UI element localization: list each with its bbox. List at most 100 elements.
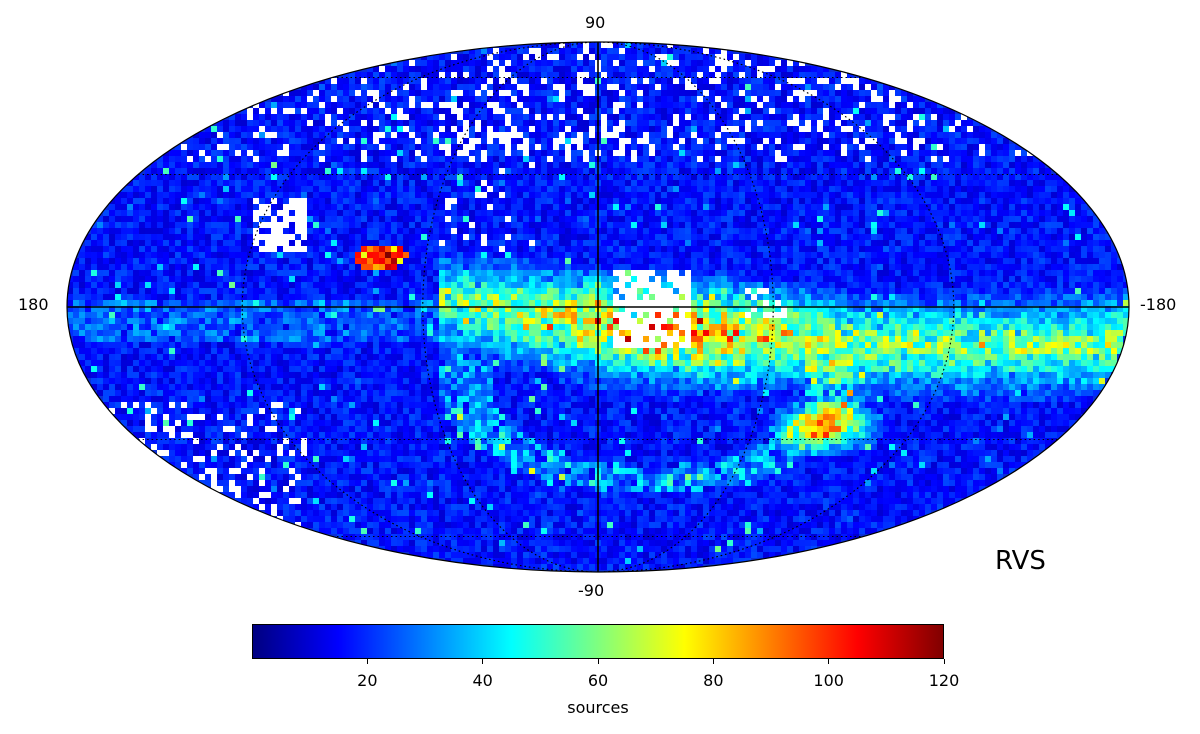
density-pixel: [775, 228, 781, 234]
density-pixel: [829, 186, 835, 192]
density-pixel: [925, 252, 931, 258]
density-pixel: [961, 234, 967, 240]
density-pixel: [895, 168, 901, 174]
density-pixel: [469, 132, 475, 138]
density-pixel: [469, 156, 475, 162]
density-pixel: [283, 168, 289, 174]
density-pixel: [259, 102, 265, 108]
density-pixel: [847, 120, 853, 126]
density-pixel: [673, 78, 679, 84]
density-pixel: [811, 96, 817, 102]
density-pixel: [715, 48, 721, 54]
density-pixel: [283, 246, 289, 252]
density-pixel: [385, 78, 391, 84]
density-pixel: [133, 204, 139, 210]
density-pixel: [1045, 210, 1051, 216]
density-pixel: [745, 234, 751, 240]
density-pixel: [883, 234, 889, 240]
density-pixel: [1093, 216, 1099, 222]
density-pixel: [607, 48, 613, 54]
density-pixel: [799, 102, 805, 108]
density-pixel: [187, 228, 193, 234]
density-pixel: [1009, 168, 1015, 174]
density-pixel: [301, 246, 307, 252]
density-pixel: [373, 246, 379, 252]
density-pixel: [517, 144, 523, 150]
density-pixel: [733, 72, 739, 78]
density-pixel: [991, 240, 997, 246]
density-pixel: [733, 174, 739, 180]
density-pixel: [91, 264, 97, 270]
density-pixel: [277, 120, 283, 126]
density-pixel: [943, 174, 949, 180]
density-pixel: [505, 204, 511, 210]
density-pixel: [985, 150, 991, 156]
density-pixel: [751, 108, 757, 114]
density-pixel: [763, 246, 769, 252]
density-pixel: [553, 72, 559, 78]
density-pixel: [751, 60, 757, 66]
density-pixel: [691, 180, 697, 186]
density-pixel: [661, 126, 667, 132]
density-pixel: [541, 252, 547, 258]
density-pixel: [985, 204, 991, 210]
density-pixel: [625, 138, 631, 144]
density-pixel: [727, 174, 733, 180]
density-pixel: [835, 120, 841, 126]
density-pixel: [775, 66, 781, 72]
density-pixel: [343, 84, 349, 90]
density-pixel: [511, 192, 517, 198]
density-pixel: [985, 144, 991, 150]
density-pixel: [445, 228, 451, 234]
density-pixel: [967, 156, 973, 162]
density-pixel: [811, 240, 817, 246]
density-pixel: [475, 132, 481, 138]
density-pixel: [385, 246, 391, 252]
density-pixel: [511, 246, 517, 252]
density-pixel: [301, 96, 307, 102]
density-pixel: [319, 90, 325, 96]
density-pixel: [781, 180, 787, 186]
density-pixel: [649, 90, 655, 96]
density-pixel: [361, 72, 367, 78]
density-pixel: [289, 144, 295, 150]
density-pixel: [343, 156, 349, 162]
density-pixel: [565, 60, 571, 66]
density-pixel: [847, 246, 853, 252]
density-pixel: [283, 192, 289, 198]
density-pixel: [763, 264, 769, 270]
density-pixel: [811, 150, 817, 156]
density-pixel: [571, 108, 577, 114]
density-pixel: [283, 114, 289, 120]
density-pixel: [163, 168, 169, 174]
density-pixel: [421, 240, 427, 246]
density-pixel: [469, 180, 475, 186]
density-pixel: [277, 144, 283, 150]
density-pixel: [967, 234, 973, 240]
density-pixel: [223, 246, 229, 252]
density-pixel: [589, 228, 595, 234]
density-pixel: [295, 156, 301, 162]
density-pixel: [547, 138, 553, 144]
density-pixel: [211, 138, 217, 144]
density-pixel: [643, 138, 649, 144]
density-pixel: [553, 186, 559, 192]
density-pixel: [247, 240, 253, 246]
density-pixel: [811, 132, 817, 138]
density-pixel: [463, 90, 469, 96]
density-pixel: [715, 168, 721, 174]
density-pixel: [451, 96, 457, 102]
density-pixel: [877, 102, 883, 108]
density-pixel: [547, 78, 553, 84]
density-pixel: [391, 72, 397, 78]
density-pixel: [883, 222, 889, 228]
density-pixel: [307, 198, 313, 204]
density-pixel: [253, 186, 259, 192]
density-pixel: [277, 204, 283, 210]
density-pixel: [541, 174, 547, 180]
density-pixel: [529, 66, 535, 72]
density-pixel: [493, 114, 499, 120]
density-pixel: [421, 114, 427, 120]
density-pixel: [1027, 174, 1033, 180]
density-pixel: [259, 120, 265, 126]
